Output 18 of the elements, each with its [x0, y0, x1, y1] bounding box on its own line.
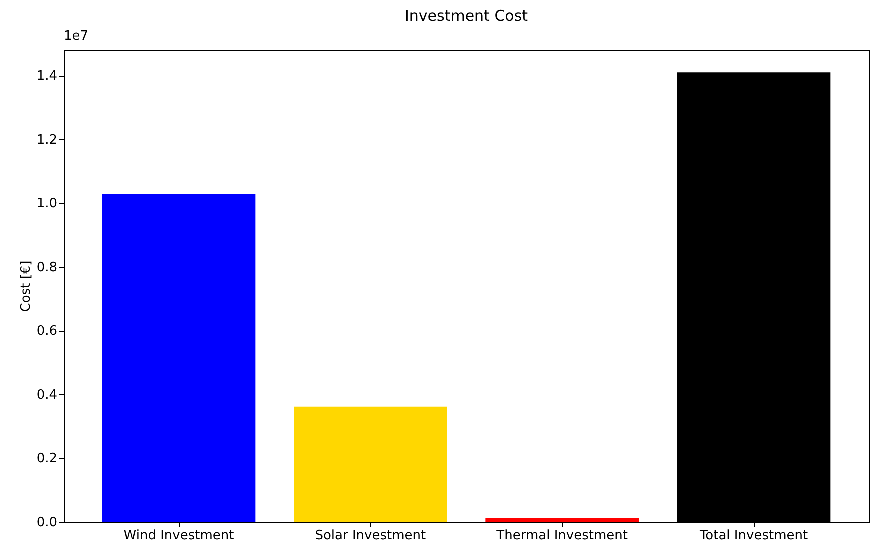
x-tick-label: Wind Investment	[124, 528, 234, 544]
y-tick-label: 0.8	[36, 260, 58, 276]
bar	[102, 194, 256, 522]
bar	[294, 406, 448, 522]
y-tick-label: 1.0	[36, 196, 58, 212]
y-tick-label: 1.4	[36, 69, 58, 84]
y-tick-label: 0.2	[36, 452, 58, 467]
y-tick-label: 1.2	[36, 132, 58, 148]
y-tick-label: 0.0	[36, 516, 58, 530]
y-tick-label: 0.4	[36, 388, 58, 403]
text: 1e7	[64, 29, 89, 44]
x-tick-label: Total Investment	[698, 528, 808, 544]
y-tick-label: 0.6	[36, 324, 58, 340]
bar	[486, 518, 639, 522]
x-tick-label: Thermal Investment	[496, 528, 628, 544]
x-tick-label: Solar Investment	[315, 528, 426, 544]
y-axis-title: Cost [€]	[18, 260, 34, 312]
chart-title: Investment Cost	[404, 7, 528, 25]
